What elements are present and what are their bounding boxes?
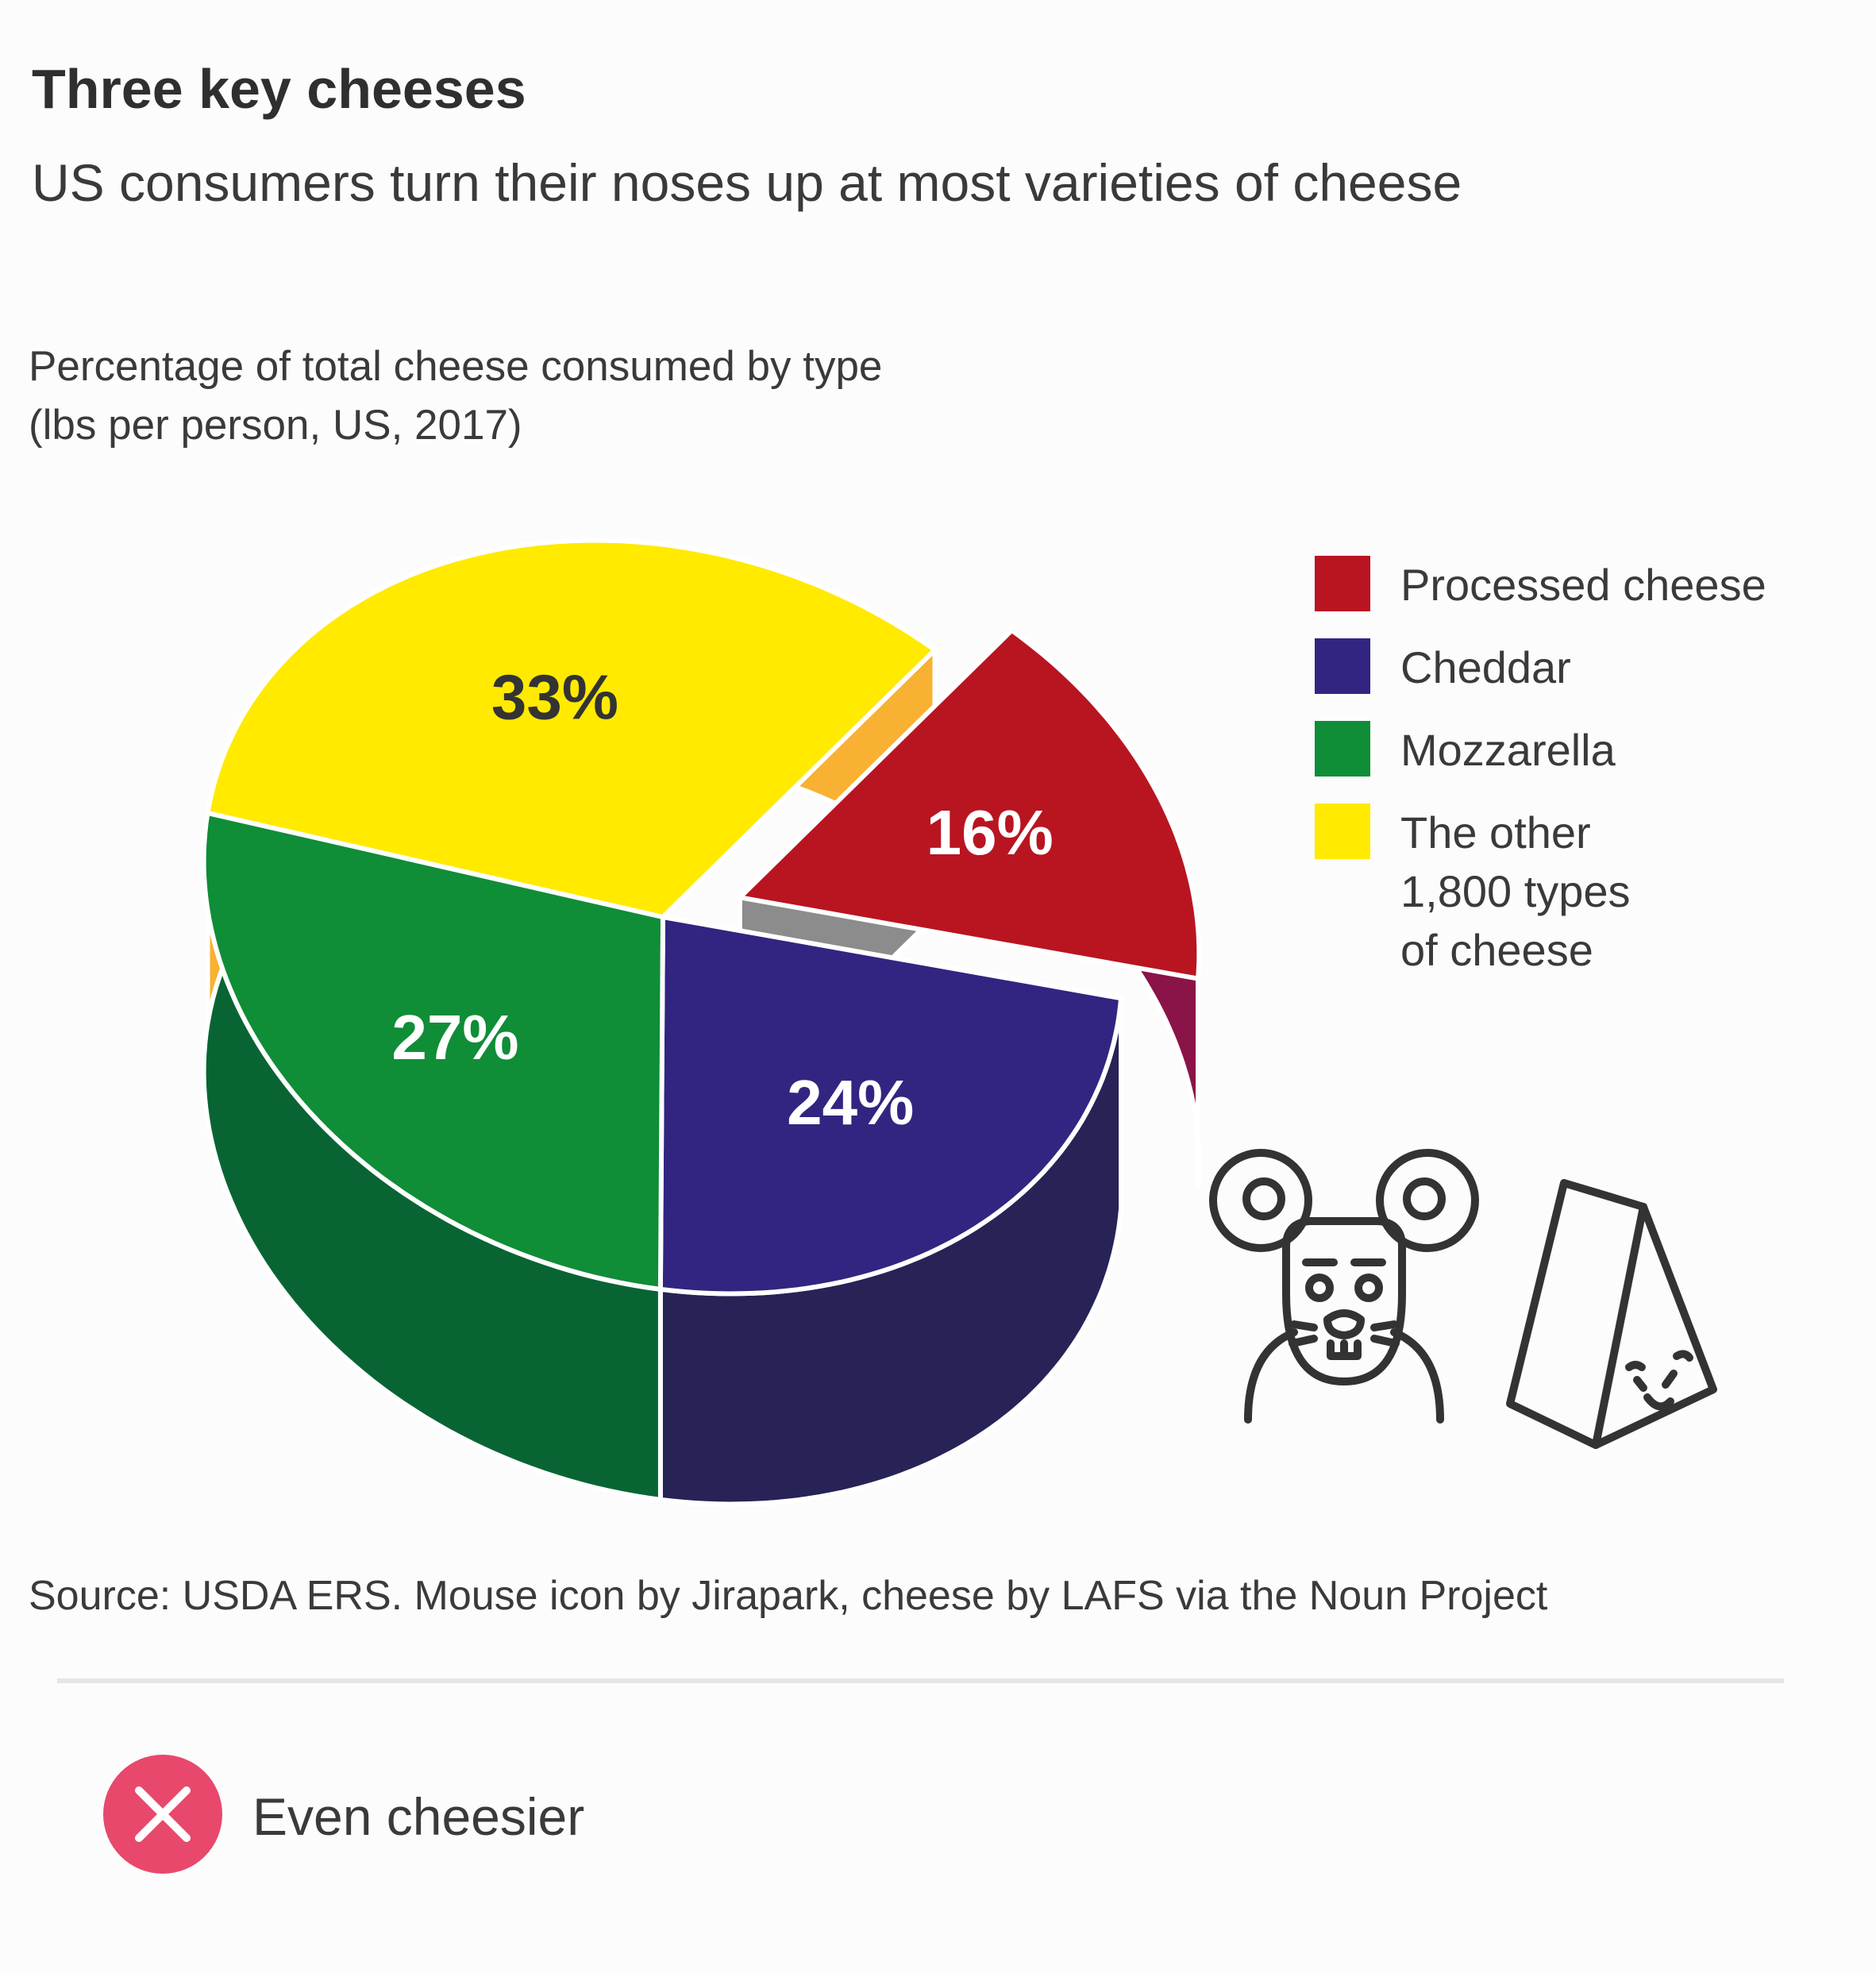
legend-label: Cheddar bbox=[1400, 642, 1571, 692]
legend-swatch bbox=[1315, 721, 1370, 776]
divider bbox=[57, 1678, 1784, 1683]
chart-heading-line1: Percentage of total cheese consumed by t… bbox=[29, 343, 883, 390]
chart-heading-line2: (lbs per person, US, 2017) bbox=[29, 402, 522, 449]
cheese-wedge-icon bbox=[1506, 1179, 1717, 1449]
chart-heading: Percentage of total cheese consumed by t… bbox=[29, 337, 882, 455]
footer-text: Even cheesier bbox=[252, 1787, 585, 1846]
legend-item-processed: Processed cheese bbox=[1315, 556, 1845, 615]
legend-swatch bbox=[1315, 803, 1370, 859]
legend-item-mozzarella: Mozzarella bbox=[1315, 721, 1845, 780]
legend-label: Mozzarella bbox=[1400, 725, 1616, 775]
pie-slice-1 bbox=[657, 915, 1124, 1297]
pie-tops bbox=[201, 538, 1202, 1297]
pie-slice-3 bbox=[205, 538, 938, 919]
close-badge[interactable] bbox=[103, 1755, 222, 1874]
chart-title: Three key cheeses bbox=[32, 58, 526, 120]
close-icon bbox=[135, 1786, 191, 1842]
source-note: Source: USDA ERS. Mouse icon by Jirapark… bbox=[29, 1573, 1548, 1619]
mouse-icon bbox=[1209, 1149, 1479, 1424]
pie-labels: 16% 24% 27% 33% bbox=[391, 662, 1053, 1139]
pie-label-1: 24% bbox=[787, 1067, 914, 1138]
chart-legend: Processed cheese Cheddar Mozzarella The … bbox=[1315, 556, 1845, 1004]
chart-subtitle: US consumers turn their noses up at most… bbox=[32, 153, 1462, 212]
illustration-icons bbox=[1209, 1149, 1717, 1449]
pie-chart: 16% 24% 27% 33% bbox=[201, 538, 1202, 1507]
legend-label: The other 1,800 types of cheese bbox=[1400, 807, 1631, 975]
legend-swatch bbox=[1315, 638, 1370, 694]
legend-item-cheddar: Cheddar bbox=[1315, 638, 1845, 697]
pie-slice-0 bbox=[737, 627, 1202, 981]
legend-swatch bbox=[1315, 556, 1370, 611]
pie-label-2: 27% bbox=[391, 1002, 518, 1073]
legend-label: Processed cheese bbox=[1400, 560, 1766, 610]
pie-slice-2 bbox=[201, 810, 665, 1292]
pie-label-3: 33% bbox=[491, 662, 618, 733]
pie-label-0: 16% bbox=[926, 797, 1054, 868]
legend-item-other: The other 1,800 types of cheese bbox=[1315, 803, 1845, 980]
